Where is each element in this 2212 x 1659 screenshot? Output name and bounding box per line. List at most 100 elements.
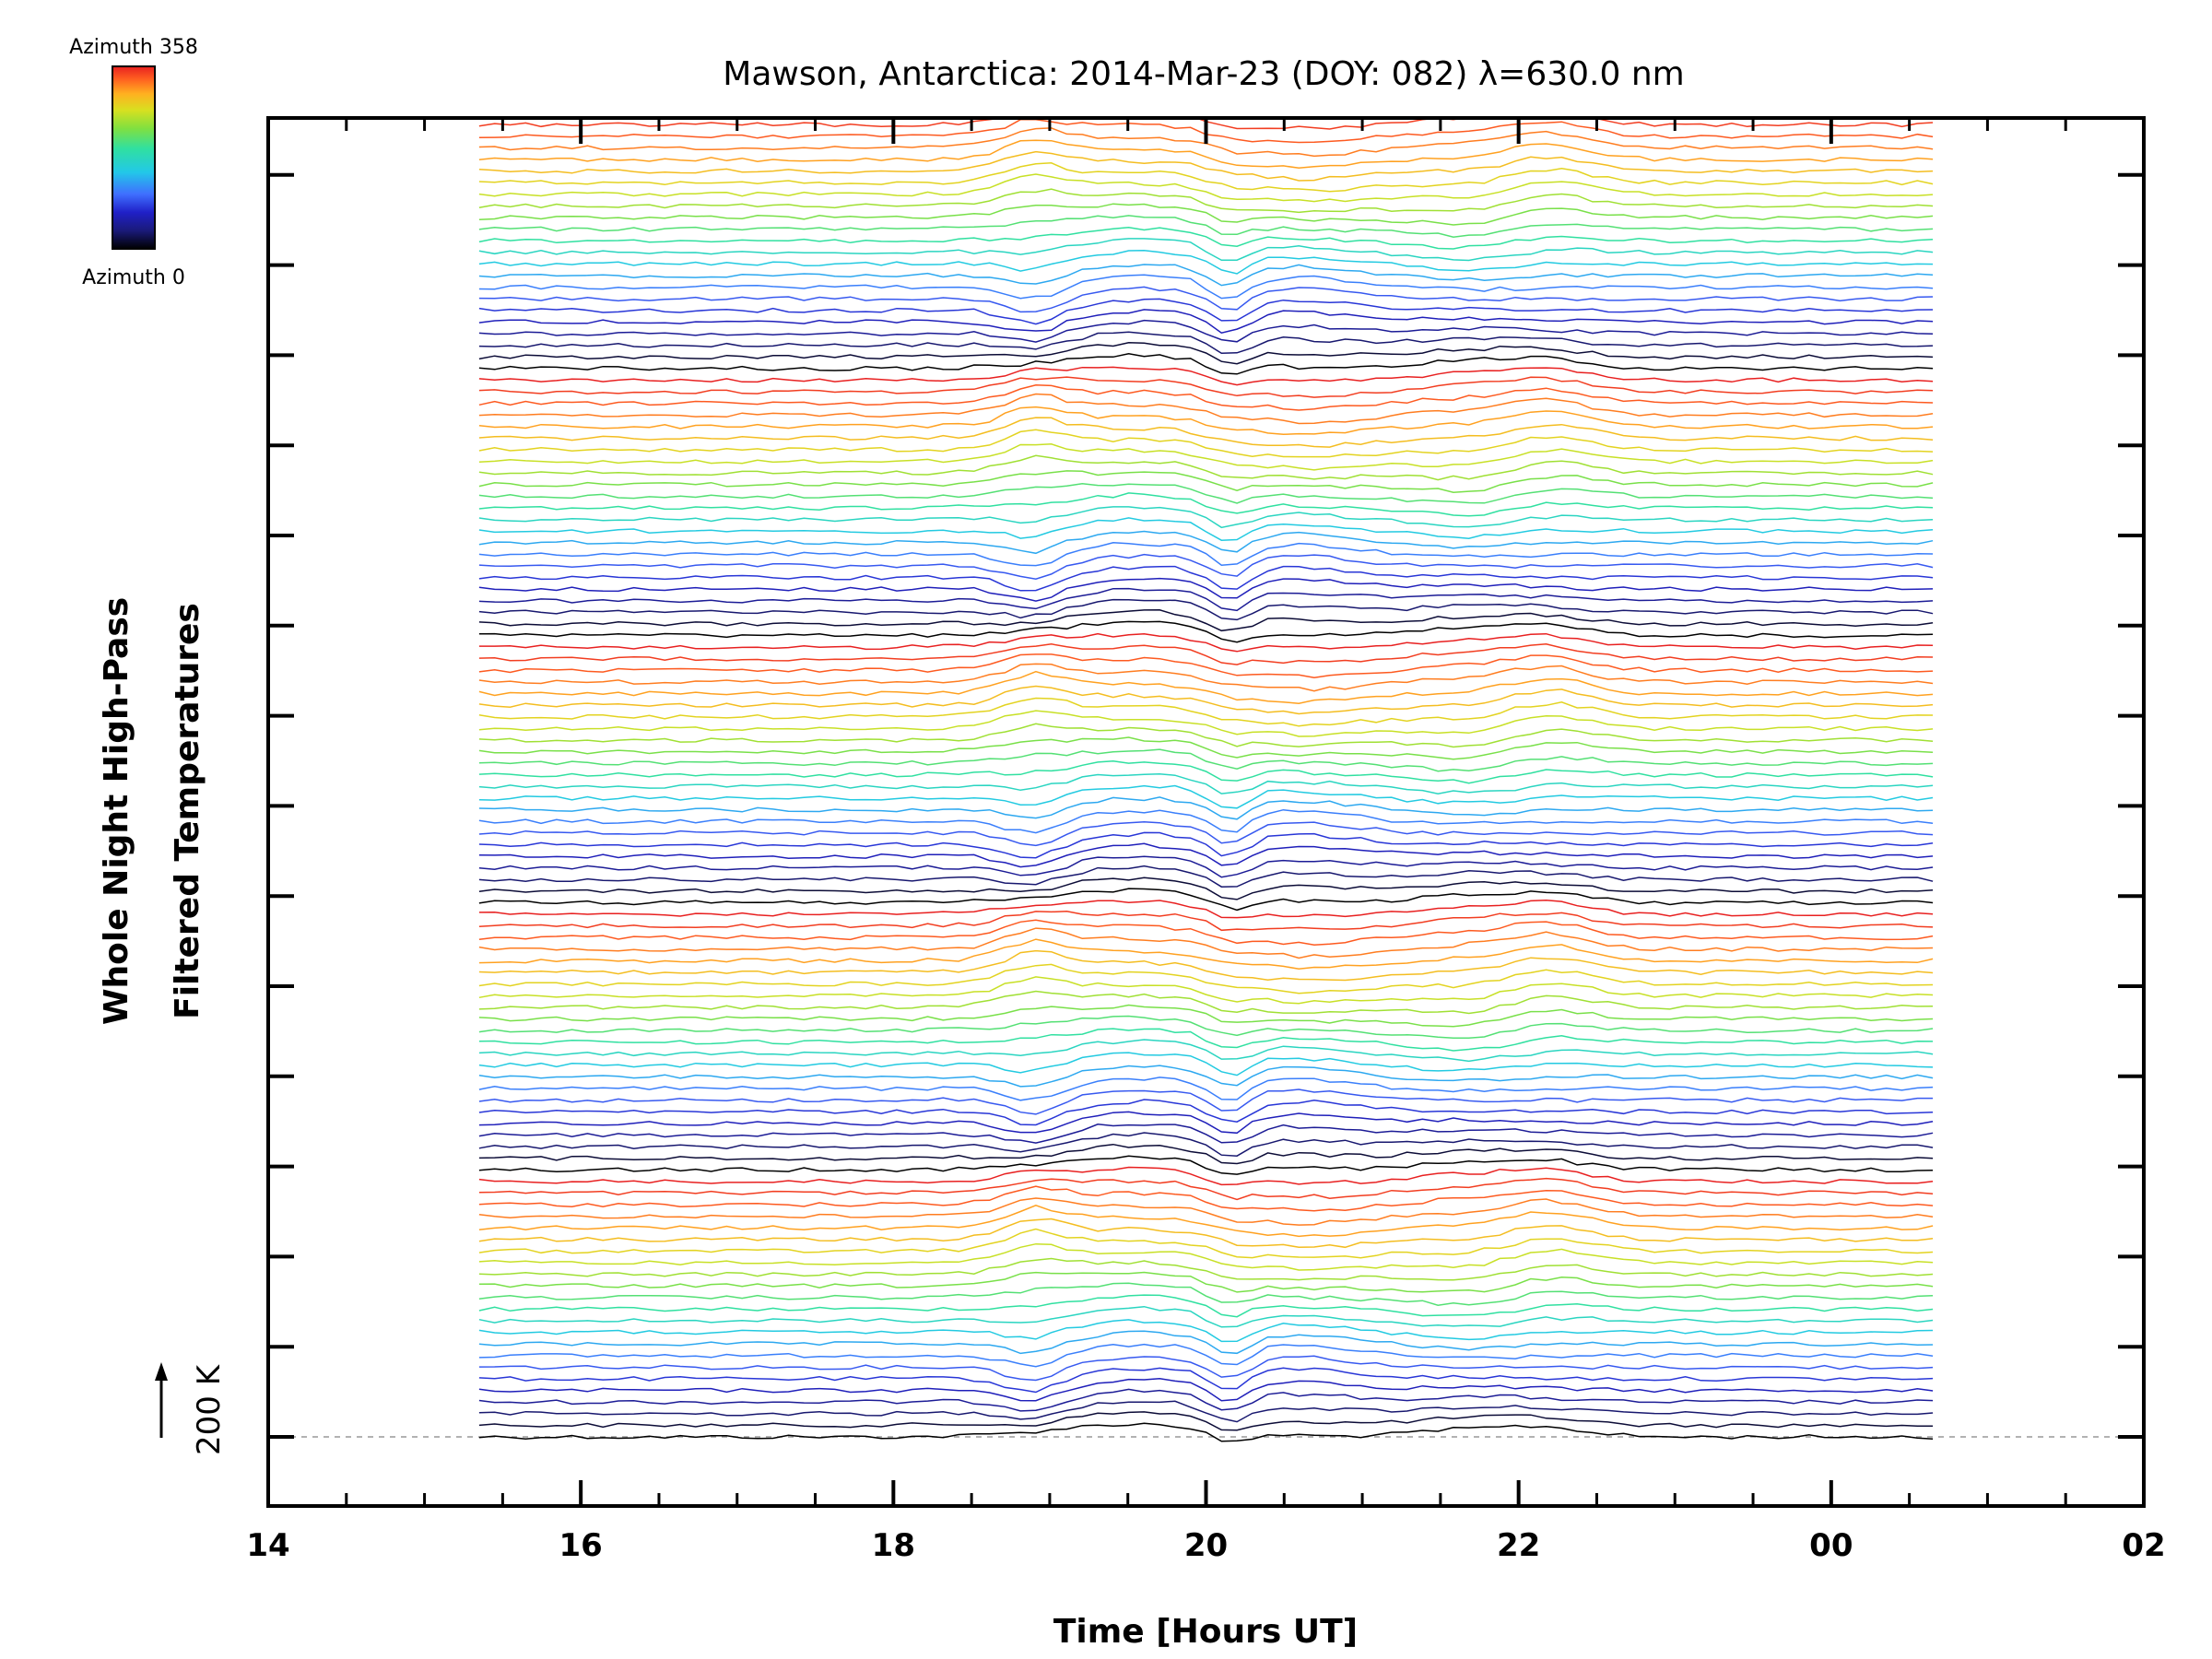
trace-line	[478, 1185, 1934, 1212]
trace-line	[478, 406, 1934, 436]
trace-line	[478, 162, 1934, 193]
trace-line	[478, 1177, 1934, 1201]
trace-line	[478, 598, 1934, 621]
plot-area: 14 16 18 20 22 00 02	[246, 116, 2166, 1564]
y-axis-label-line2: Filtered Temperatures	[169, 603, 206, 1019]
trace-line	[478, 1065, 1934, 1088]
trace-line	[478, 492, 1934, 517]
trace-group	[478, 118, 1934, 1442]
trace-line	[478, 553, 1934, 580]
x-tick-label: 16	[559, 1527, 603, 1564]
trace-line	[478, 530, 1934, 555]
trace-line	[478, 1204, 1934, 1238]
trace-line	[478, 865, 1934, 888]
trace-line	[478, 1378, 1934, 1402]
trace-line	[478, 877, 1934, 900]
trace-line	[478, 736, 1934, 760]
scale-bar-label: 200 K	[191, 1363, 228, 1455]
trace-line	[478, 643, 1934, 665]
trace-line	[478, 773, 1934, 794]
trace-line	[478, 274, 1934, 300]
trace-line	[478, 238, 1934, 262]
trace-line	[478, 1282, 1934, 1306]
trace-line	[478, 309, 1934, 335]
trace-line	[478, 976, 1934, 1005]
trace-line	[478, 1228, 1934, 1259]
trace-line	[478, 842, 1934, 868]
trace-line	[478, 565, 1934, 592]
trace-line	[478, 831, 1934, 859]
trace-line	[478, 685, 1934, 715]
trace-line	[478, 393, 1934, 425]
trace-line	[478, 1197, 1934, 1226]
scale-bar: 200 K	[155, 1362, 228, 1455]
trace-line	[478, 1388, 1934, 1412]
trace-line	[478, 919, 1934, 947]
trace-line	[478, 632, 1934, 653]
trace-line	[478, 710, 1934, 737]
trace-line	[478, 429, 1934, 458]
trace-line	[478, 517, 1934, 541]
trace-line	[478, 1132, 1934, 1157]
trace-line	[478, 470, 1934, 493]
chart-title: Mawson, Antarctica: 2014-Mar-23 (DOY: 08…	[723, 55, 1684, 93]
y-axis	[268, 172, 2144, 1439]
trace-line	[478, 1015, 1934, 1039]
x-axis-label: Time [Hours UT]	[1053, 1613, 1358, 1651]
trace-line	[478, 888, 1934, 912]
trace-line	[478, 748, 1934, 772]
x-tick-label: 14	[246, 1527, 289, 1564]
trace-line	[478, 173, 1934, 203]
x-tick-label: 02	[2122, 1527, 2165, 1564]
trace-line	[478, 1218, 1934, 1249]
trace-line	[478, 784, 1934, 809]
x-tick-label: 00	[1809, 1527, 1853, 1564]
trace-line	[478, 1305, 1934, 1328]
y-axis-label-line1: Whole Night High-Pass	[98, 597, 135, 1025]
trace-line	[478, 454, 1934, 481]
trace-line	[478, 587, 1934, 612]
trace-line	[478, 1330, 1934, 1355]
trace-line	[478, 796, 1934, 820]
trace-line	[478, 483, 1934, 504]
trace-line	[478, 319, 1934, 343]
trace-line	[478, 653, 1934, 678]
trace-line	[478, 139, 1934, 170]
trace-line	[478, 506, 1934, 529]
trace-line	[478, 1166, 1934, 1186]
trace-line	[478, 542, 1934, 567]
x-tick-label: 18	[872, 1527, 915, 1564]
trace-line	[478, 723, 1934, 748]
trace-line	[478, 927, 1934, 959]
trace-line	[478, 1028, 1934, 1052]
x-axis: 14 16 18 20 22 00 02	[246, 118, 2166, 1564]
trace-line	[478, 760, 1934, 784]
trace-line	[478, 663, 1934, 692]
colorbar	[112, 65, 156, 250]
trace-line	[478, 1355, 1934, 1382]
trace-line	[478, 1319, 1934, 1343]
trace-line	[478, 697, 1934, 727]
trace-line	[478, 376, 1934, 398]
trace-line	[478, 899, 1934, 919]
trace-line	[478, 609, 1934, 632]
trace-line	[478, 990, 1934, 1015]
trace-line	[478, 1411, 1934, 1431]
trace-line	[478, 443, 1934, 471]
trace-line	[478, 949, 1934, 982]
trace-line	[478, 264, 1934, 287]
colorbar-top-label: Azimuth 358	[69, 36, 198, 59]
x-tick-label: 20	[1184, 1527, 1228, 1564]
trace-line	[478, 1257, 1934, 1281]
trace-line	[478, 1099, 1934, 1126]
trace-line	[478, 963, 1934, 994]
trace-line	[478, 1367, 1934, 1394]
trace-line	[478, 938, 1934, 971]
trace-line	[478, 1052, 1934, 1077]
trace-line	[478, 215, 1934, 238]
trace-line	[478, 1343, 1934, 1368]
trace-line	[478, 1422, 1934, 1442]
trace-line	[478, 227, 1934, 250]
trace-line	[478, 1400, 1934, 1423]
